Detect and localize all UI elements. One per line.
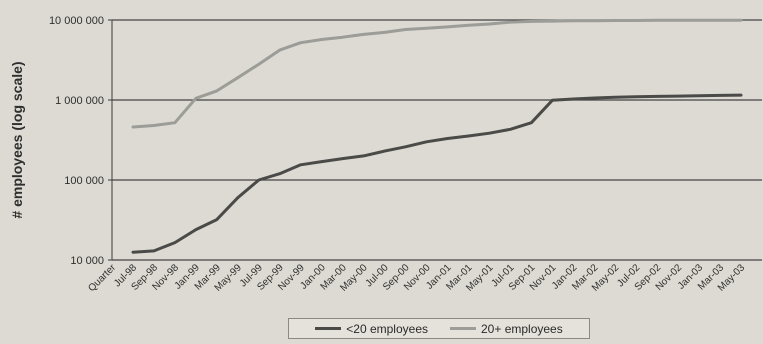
- series-line-1: [131, 18, 743, 129]
- series-0-point-21: [572, 97, 575, 101]
- series-0-point-19: [530, 121, 533, 124]
- series-0-point-22: [593, 96, 596, 100]
- series-1-point-22: [593, 19, 596, 22]
- series-1-point-4: [215, 89, 218, 93]
- series-1-point-24: [635, 19, 638, 22]
- series-1-point-10: [341, 36, 344, 39]
- series-0-point-23: [614, 96, 617, 99]
- series-0-point-24: [635, 95, 638, 98]
- legend-swatch-large: [450, 327, 476, 330]
- series-0-point-9: [320, 160, 323, 163]
- y-tick-label-2: 1 000 000: [55, 95, 104, 107]
- series-1-point-5: [236, 76, 239, 79]
- series-1-point-27: [697, 19, 701, 22]
- series-1-point-29: [739, 19, 743, 22]
- y-tick-label-0: 10 000: [70, 255, 104, 267]
- legend-swatch-small: [315, 327, 342, 330]
- series-line-0: [131, 93, 743, 254]
- series-1-point-26: [676, 19, 680, 22]
- y-tick-label-1: 100 000: [64, 175, 104, 187]
- series-0-point-14: [425, 140, 428, 143]
- series-1-point-17: [488, 22, 491, 26]
- series-0-point-4: [215, 218, 218, 221]
- legend-label-small: <20 employees: [346, 321, 428, 336]
- series-1-point-8: [299, 41, 302, 44]
- series-0-point-8: [299, 163, 302, 166]
- series-1-point-14: [425, 27, 428, 30]
- series-1-point-16: [467, 24, 470, 27]
- series-0-point-16: [467, 134, 470, 138]
- series-1-point-11: [362, 33, 365, 36]
- series-0-point-27: [697, 94, 701, 98]
- series-1-point-15: [446, 25, 449, 29]
- series-0-point-17: [488, 132, 491, 135]
- legend: <20 employees 20+ employees: [288, 318, 590, 339]
- y-tick-label-3: 10 000 000: [49, 15, 104, 27]
- series-0-point-12: [383, 149, 386, 153]
- series-0-point-3: [194, 228, 198, 231]
- series-0-point-6: [257, 178, 260, 182]
- series-1-point-2: [173, 121, 177, 124]
- series-0-point-10: [341, 157, 344, 160]
- series-0-point-20: [551, 99, 554, 102]
- series-0-point-0: [131, 251, 135, 254]
- series-1-point-21: [572, 19, 575, 22]
- legend-item-large: 20+ employees: [450, 322, 563, 336]
- series-0-point-1: [152, 249, 156, 253]
- chart-svg: 10 000 100 000 1 000 000 10 000 000 # employ…: [9, 15, 762, 294]
- series-0-point-2: [173, 241, 177, 244]
- series-1-point-9: [320, 38, 323, 41]
- series-0-point-25: [656, 95, 659, 98]
- series-0-point-18: [509, 128, 512, 131]
- series-1-point-1: [152, 124, 156, 127]
- legend-item-small: <20 employees: [315, 322, 428, 336]
- series-0-point-13: [404, 145, 407, 148]
- series-1-point-12: [383, 31, 386, 34]
- series-0-point-7: [278, 172, 281, 175]
- y-axis-title: # employees (log scale): [9, 61, 25, 218]
- series-1-point-6: [257, 62, 260, 66]
- series-1-point-28: [718, 19, 722, 22]
- series-0-point-11: [362, 154, 365, 158]
- series-1-point-7: [278, 48, 281, 52]
- series-1-point-25: [656, 19, 659, 22]
- series-0-point-29: [739, 93, 743, 97]
- legend-label-large: 20+ employees: [481, 321, 563, 336]
- series-1-point-18: [509, 20, 512, 24]
- series-0-point-28: [718, 94, 722, 97]
- series-0-point-26: [676, 94, 680, 98]
- series-1-point-3: [194, 97, 198, 100]
- series-1-point-23: [614, 19, 617, 22]
- series-0-point-15: [446, 137, 449, 140]
- series-1-point-13: [404, 28, 407, 31]
- series-1-point-19: [530, 20, 533, 23]
- series-0-point-5: [236, 196, 239, 199]
- series-1-point-20: [551, 19, 554, 23]
- series-1-point-0: [131, 125, 135, 129]
